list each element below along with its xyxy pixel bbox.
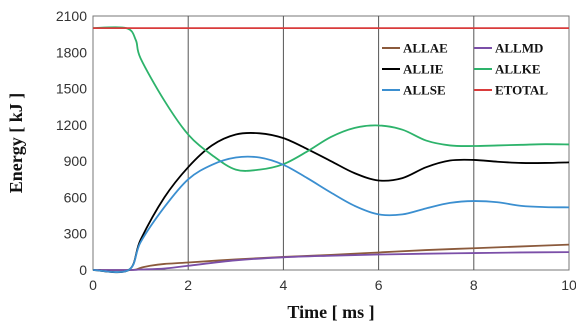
y-tick-label: 1200 [56,117,87,133]
series-line-allke [92,26,570,172]
series-line-allie [92,132,570,274]
y-tick-label: 1800 [56,44,87,60]
y-axis-title: Energy [ kJ ] [6,93,26,194]
plot-area [92,15,570,271]
legend-label-allae: ALLAE [403,41,448,56]
x-tick-label: 10 [561,277,576,293]
x-tick-label: 0 [89,277,97,293]
x-tick-label: 8 [470,277,478,293]
x-tick-label: 6 [375,277,383,293]
legend: ALLAE ALLMD ALLIE ALLKE ALLSE ETOTAL [382,41,548,98]
x-tick-labels: 0 2 4 6 8 10 [89,277,576,293]
legend-label-etotal: ETOTAL [495,83,548,98]
y-tick-labels: 0 300 600 900 1200 1500 1800 2100 [56,8,87,278]
legend-label-allse: ALLSE [403,83,446,98]
series-lines [92,26,570,274]
y-tick-label: 600 [64,189,88,205]
y-tick-label: 300 [64,226,88,242]
x-axis-title: Time [ ms ] [287,302,374,322]
legend-label-allie: ALLIE [403,62,443,77]
y-tick-label: 1500 [56,81,87,97]
grid-lines [187,16,475,270]
y-tick-label: 0 [79,262,87,278]
x-tick-label: 4 [280,277,288,293]
legend-label-allke: ALLKE [495,62,541,77]
series-line-allse [92,155,570,273]
legend-label-allmd: ALLMD [495,41,543,56]
y-tick-label: 900 [64,153,88,169]
series-line-allmd [92,251,570,271]
x-tick-label: 2 [184,277,192,293]
y-tick-label: 2100 [56,8,87,24]
